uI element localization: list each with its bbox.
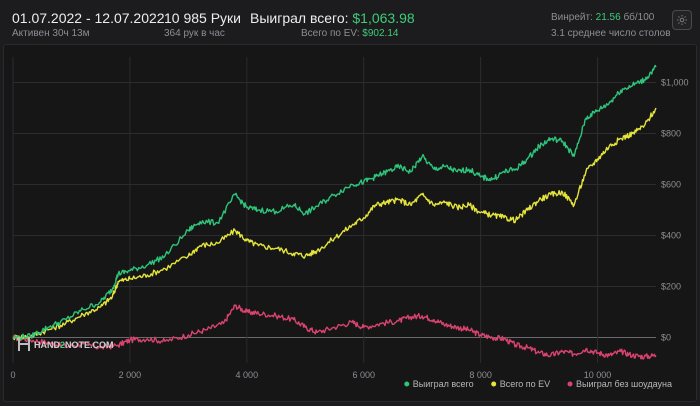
summary-header: 01.07.2022 - 12.07.2022 Активен 30ч 13м … (0, 0, 700, 44)
y-tick-label: $0 (661, 333, 671, 343)
x-tick-label: 10 000 (584, 370, 612, 380)
series-line (12, 64, 657, 341)
logo-text: HAND2NOTE.COM (34, 340, 114, 350)
watermark-logo: HAND2NOTE.COM (18, 337, 114, 351)
winrate-value: 21.56 (595, 12, 621, 23)
won-total-value: $1,063.98 (352, 10, 415, 26)
x-tick-label: 4 000 (236, 370, 259, 380)
legend-item[interactable]: Всего по EV (500, 379, 550, 389)
avg-tables: 3.1 среднее число столов (551, 28, 671, 39)
y-tick-label: $600 (661, 180, 681, 190)
y-tick-label: $200 (661, 282, 681, 292)
series-lines (12, 64, 657, 360)
date-range: 01.07.2022 - 12.07.2022 (12, 10, 165, 26)
legend-swatch (567, 381, 573, 387)
ev-total-value: $902.14 (362, 28, 399, 39)
profit-chart: $0 $200 $400 $600 $800 $1,000 0 2 000 4 000 6 00… (10, 57, 689, 389)
winrate: Винрейт: 21.56 бб/100 (551, 12, 654, 23)
active-time: Активен 30ч 13м (12, 28, 90, 39)
won-total-label: Выиграл всего: (250, 10, 349, 26)
series-line (12, 107, 657, 341)
ev-total-label: Всего по EV: (301, 28, 360, 39)
gear-icon (677, 15, 687, 25)
x-tick-label: 2 000 (119, 370, 142, 380)
ev-total: Всего по EV: $902.14 (301, 28, 398, 39)
won-total: Выиграл всего: $1,063.98 (250, 10, 415, 26)
x-tick-label: 6 000 (352, 370, 375, 380)
legend-swatch (404, 381, 410, 387)
settings-button[interactable] (672, 10, 692, 30)
x-tick-label: 8 000 (469, 370, 492, 380)
hands-count: 10 985 Руки (164, 10, 241, 26)
y-tick-label: $1,000 (661, 78, 689, 88)
winrate-label: Винрейт: (551, 12, 593, 23)
legend: Выиграл всего Всего по EV Выиграл без шоуд… (404, 379, 672, 389)
winrate-unit: бб/100 (623, 12, 655, 23)
series-line (12, 304, 657, 360)
x-axis: 0 2 000 4 000 6 000 8 000 10 000 (10, 370, 611, 380)
grid-lines (12, 57, 656, 363)
legend-item[interactable]: Выиграл без шоудауна (576, 379, 672, 389)
y-tick-label: $800 (661, 129, 681, 139)
logo-mark-icon (18, 337, 30, 351)
hands-per-hour: 364 рук в час (164, 28, 225, 39)
y-axis: $0 $200 $400 $600 $800 $1,000 (661, 78, 689, 343)
chart-panel: $0 $200 $400 $600 $800 $1,000 0 2 000 4 000 6 00… (3, 44, 697, 402)
y-tick-label: $400 (661, 231, 681, 241)
legend-swatch (491, 381, 497, 387)
legend-item[interactable]: Выиграл всего (413, 379, 474, 389)
x-tick-label: 0 (10, 370, 15, 380)
